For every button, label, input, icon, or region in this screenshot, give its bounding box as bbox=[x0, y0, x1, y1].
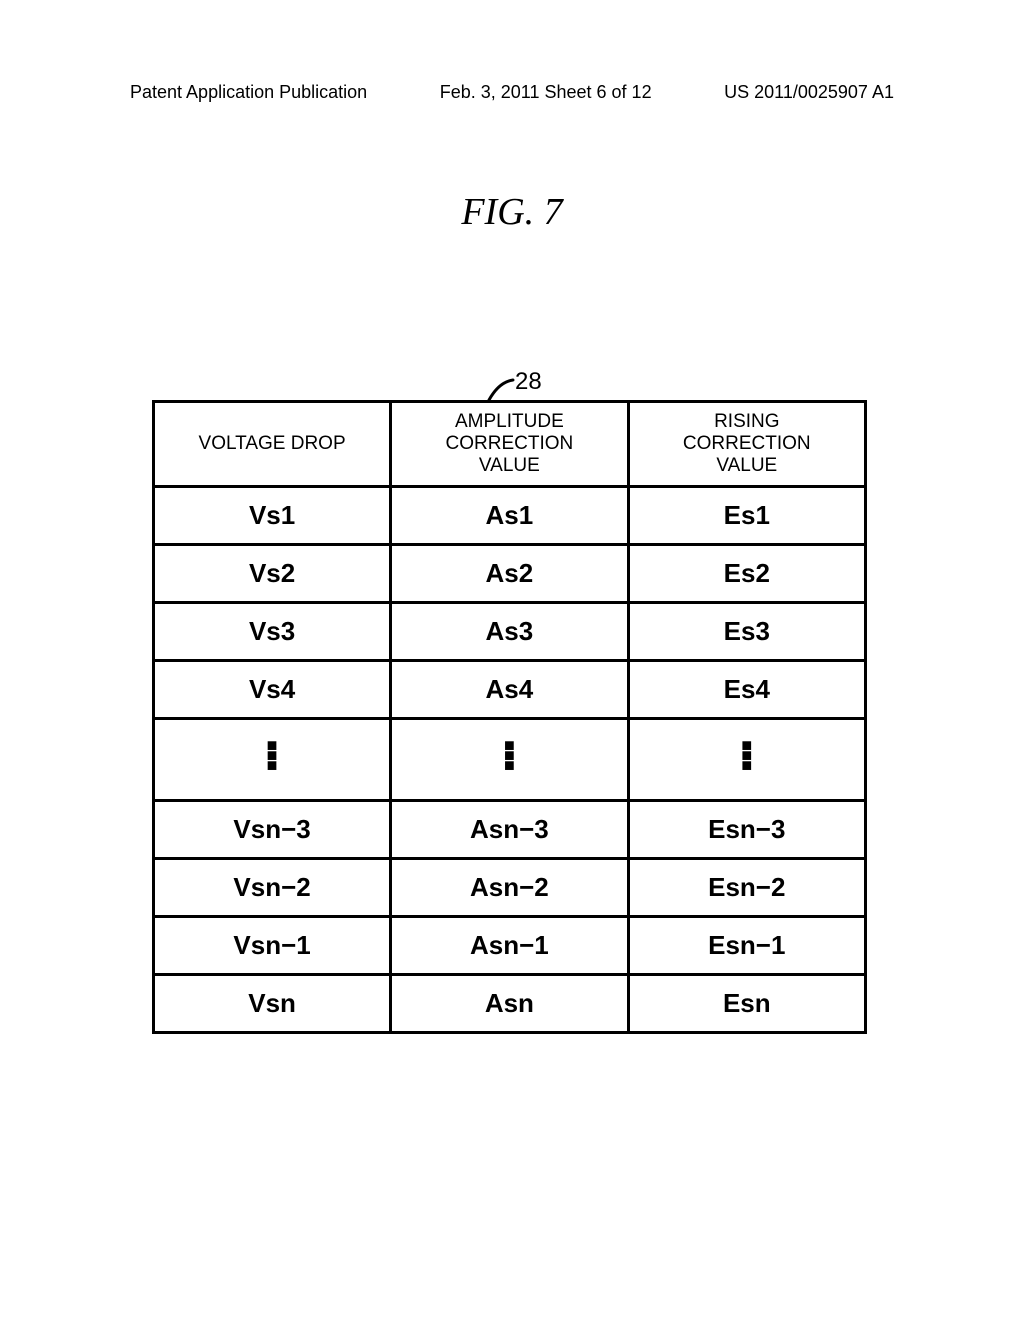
cell-rising: Esn bbox=[628, 974, 865, 1032]
column-header-rising: RISINGCORRECTIONVALUE bbox=[628, 402, 865, 487]
table-row: Vsn−3 Asn−3 Esn−3 bbox=[154, 800, 866, 858]
cell-voltage: Vsn bbox=[154, 974, 391, 1032]
cell-rising: Es4 bbox=[628, 660, 865, 718]
table-row: Vsn−2 Asn−2 Esn−2 bbox=[154, 858, 866, 916]
cell-amplitude: As4 bbox=[391, 660, 628, 718]
column-header-amplitude: AMPLITUDECORRECTIONVALUE bbox=[391, 402, 628, 487]
cell-amplitude: As3 bbox=[391, 602, 628, 660]
header-center: Feb. 3, 2011 Sheet 6 of 12 bbox=[440, 82, 652, 103]
cell-amplitude: Asn bbox=[391, 974, 628, 1032]
cell-voltage: Vsn−3 bbox=[154, 800, 391, 858]
cell-amplitude: Asn−2 bbox=[391, 858, 628, 916]
table-row: Vs3 As3 Es3 bbox=[154, 602, 866, 660]
column-header-rising-l3: VALUE bbox=[716, 455, 777, 476]
cell-amplitude: Asn−1 bbox=[391, 916, 628, 974]
cell-rising: Esn−3 bbox=[628, 800, 865, 858]
table-row: Vsn Asn Esn bbox=[154, 974, 866, 1032]
table-row: Vs2 As2 Es2 bbox=[154, 544, 866, 602]
reference-number: 28 bbox=[515, 368, 542, 396]
figure-title: FIG. 7 bbox=[0, 190, 1024, 234]
column-header-voltage: VOLTAGE DROP bbox=[154, 402, 391, 487]
cell-amplitude: Asn−3 bbox=[391, 800, 628, 858]
column-header-amplitude-l3: VALUE bbox=[479, 455, 540, 476]
cell-ellipsis: ■■■ bbox=[391, 718, 628, 800]
correction-table: VOLTAGE DROP AMPLITUDECORRECTIONVALUE RI… bbox=[152, 400, 867, 1034]
cell-voltage: Vsn−2 bbox=[154, 858, 391, 916]
cell-voltage: Vs2 bbox=[154, 544, 391, 602]
cell-voltage: Vs3 bbox=[154, 602, 391, 660]
cell-voltage: Vsn−1 bbox=[154, 916, 391, 974]
cell-rising: Es2 bbox=[628, 544, 865, 602]
cell-rising: Es3 bbox=[628, 602, 865, 660]
table-row: Vs1 As1 Es1 bbox=[154, 486, 866, 544]
header-right: US 2011/0025907 A1 bbox=[724, 82, 894, 103]
page-header: Patent Application Publication Feb. 3, 2… bbox=[0, 82, 1024, 103]
cell-rising: Esn−1 bbox=[628, 916, 865, 974]
table-row: Vsn−1 Asn−1 Esn−1 bbox=[154, 916, 866, 974]
reference-arrow-icon bbox=[487, 378, 515, 402]
cell-amplitude: As1 bbox=[391, 486, 628, 544]
cell-ellipsis: ■■■ bbox=[628, 718, 865, 800]
cell-amplitude: As2 bbox=[391, 544, 628, 602]
cell-voltage: Vs1 bbox=[154, 486, 391, 544]
cell-rising: Es1 bbox=[628, 486, 865, 544]
header-left: Patent Application Publication bbox=[130, 82, 367, 103]
cell-ellipsis: ■■■ bbox=[154, 718, 391, 800]
table-row: Vs4 As4 Es4 bbox=[154, 660, 866, 718]
table-header-row: VOLTAGE DROP AMPLITUDECORRECTIONVALUE RI… bbox=[154, 402, 866, 487]
table-row-ellipsis: ■■■ ■■■ ■■■ bbox=[154, 718, 866, 800]
cell-rising: Esn−2 bbox=[628, 858, 865, 916]
column-header-rising-l2: CORRECTION bbox=[683, 433, 811, 454]
column-header-rising-l1: RISING bbox=[714, 411, 779, 432]
cell-voltage: Vs4 bbox=[154, 660, 391, 718]
column-header-amplitude-l2: CORRECTION bbox=[446, 433, 574, 454]
column-header-amplitude-l1: AMPLITUDE bbox=[455, 411, 564, 432]
table-body: Vs1 As1 Es1 Vs2 As2 Es2 Vs3 As3 Es3 Vs4 … bbox=[154, 486, 866, 1032]
